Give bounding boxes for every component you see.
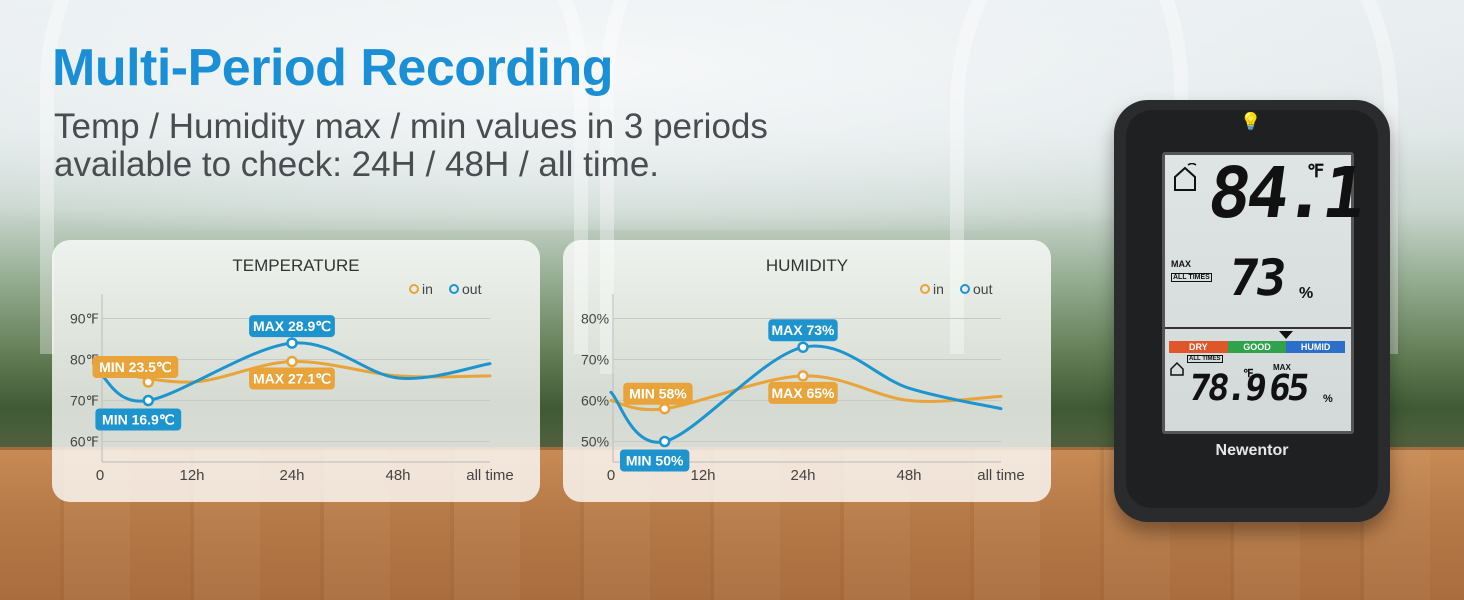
indoor-humidity-reading: 65 — [1266, 368, 1310, 409]
y-tick-label: 70℉ — [70, 393, 99, 409]
legend-marker-out — [449, 284, 459, 294]
chart-title: TEMPERATURE — [232, 256, 360, 275]
x-tick-label: 12h — [179, 467, 204, 484]
annotation-badge — [768, 381, 838, 404]
page-subtitle: Temp / Humidity max / min values in 3 pe… — [54, 108, 894, 184]
comfort-scale: DRY GOOD HUMID — [1169, 341, 1346, 353]
scale-humid: HUMID — [1286, 341, 1346, 353]
scale-dry: DRY — [1169, 341, 1228, 353]
x-tick-label: 24h — [790, 467, 815, 484]
annotation-label: MAX 27.1℃ — [253, 371, 331, 387]
chart-title: HUMIDITY — [765, 256, 849, 275]
subtitle-line-2: available to check: 24H / 48H / all time… — [54, 145, 660, 184]
y-tick-label: 50% — [581, 434, 609, 450]
data-point-out — [658, 435, 671, 448]
legend-label-out: out — [973, 281, 993, 297]
x-tick-label: 48h — [896, 467, 921, 484]
humidity-chart-card: HUMIDITY 80% 70% 60% 50% 0 12h 24h 48h all time i… — [563, 240, 1051, 502]
y-tick-label: 80℉ — [70, 352, 99, 368]
y-tick-label: 90℉ — [70, 311, 99, 327]
all-times-label: ALL TIMES — [1171, 273, 1212, 282]
temperature-chart: 90℉ 80℉ 70℉ 60℉ 0 12h 24h 48h all time in out MIN 2… — [70, 281, 514, 484]
annotation-badge — [768, 319, 838, 342]
y-tick-label: 70% — [581, 352, 609, 368]
outdoor-home-icon — [1174, 163, 1197, 191]
x-tick-label: 48h — [385, 467, 410, 484]
annotation-badge — [249, 315, 335, 338]
page-title: Multi-Period Recording — [52, 39, 614, 97]
outdoor-temp-reading: 84.1 — [1203, 152, 1368, 234]
annotation-badge — [619, 449, 690, 472]
annotation-label: MIN 50% — [626, 453, 684, 469]
annotation-badge — [95, 408, 182, 431]
legend-marker-in — [920, 284, 930, 294]
x-tick-label: 0 — [607, 467, 615, 484]
data-point-out — [142, 394, 155, 407]
subtitle-line-1: Temp / Humidity max / min values in 3 pe… — [54, 107, 768, 146]
indoor-all-times-label: ALL TIMES — [1187, 355, 1223, 363]
annotation-label: MIN 23.5℃ — [99, 359, 172, 375]
data-point-out — [797, 341, 809, 353]
legend-label-out: out — [462, 281, 482, 297]
annotation-label: MIN 16.9℃ — [102, 412, 175, 428]
indoor-temp-unit: ℉ — [1243, 368, 1254, 380]
annotation-label: MAX 65% — [771, 385, 835, 401]
indoor-max-label: MAX — [1273, 363, 1291, 372]
indoor-home-icon — [1170, 361, 1184, 376]
x-tick-label: all time — [977, 467, 1025, 484]
comfort-pointer — [1279, 331, 1293, 339]
annotation-label: MAX 73% — [771, 322, 835, 338]
data-point-in — [286, 355, 298, 368]
humidity-chart: 80% 70% 60% 50% 0 12h 24h 48h all time in out MIN 5… — [581, 281, 1025, 484]
legend-marker-out — [960, 284, 970, 294]
x-tick-label: all time — [466, 467, 514, 484]
indoor-humidity-unit: % — [1323, 393, 1333, 405]
data-point-in — [142, 376, 155, 388]
outdoor-humidity-reading: 73 — [1224, 249, 1288, 307]
legend-label-in: in — [422, 281, 433, 297]
brand-logo: Newentor — [1215, 442, 1289, 459]
max-label: MAX — [1171, 259, 1191, 269]
temp-unit: ℉ — [1307, 161, 1325, 181]
x-tick-label: 12h — [690, 467, 715, 484]
y-tick-label: 80% — [581, 311, 609, 327]
annotation-badge — [92, 356, 179, 379]
annotation-badge — [249, 367, 335, 390]
temperature-chart-card: TEMPERATURE 90℉ 80℉ 70℉ 60℉ 0 12h 24h 48h all ti… — [52, 240, 540, 502]
thermometer-device: 💡 84.1 ℉ MAX ALL TIMES 73 % DRY GOOD HUM… — [1114, 100, 1390, 522]
annotation-label: MIN 58% — [629, 386, 687, 402]
x-tick-label: 0 — [96, 467, 104, 484]
scale-good: GOOD — [1227, 341, 1287, 353]
data-point-in — [658, 402, 671, 415]
x-tick-label: 24h — [279, 467, 304, 484]
data-point-in — [797, 370, 809, 382]
lcd-screen: 84.1 ℉ MAX ALL TIMES 73 % DRY GOOD HUMID… — [1162, 152, 1367, 434]
legend-label-in: in — [933, 281, 944, 297]
legend-marker-in — [409, 284, 419, 294]
backlight-button-icon[interactable]: 💡 — [1240, 112, 1262, 132]
humidity-unit: % — [1299, 285, 1314, 302]
indoor-temp-reading: 78.9 — [1186, 368, 1267, 409]
data-point-out — [286, 337, 298, 349]
y-tick-label: 60% — [581, 393, 609, 409]
annotation-label: MAX 28.9℃ — [253, 318, 331, 334]
lcd-divider — [1165, 327, 1351, 329]
annotation-badge — [623, 382, 693, 405]
y-tick-label: 60℉ — [70, 434, 99, 450]
